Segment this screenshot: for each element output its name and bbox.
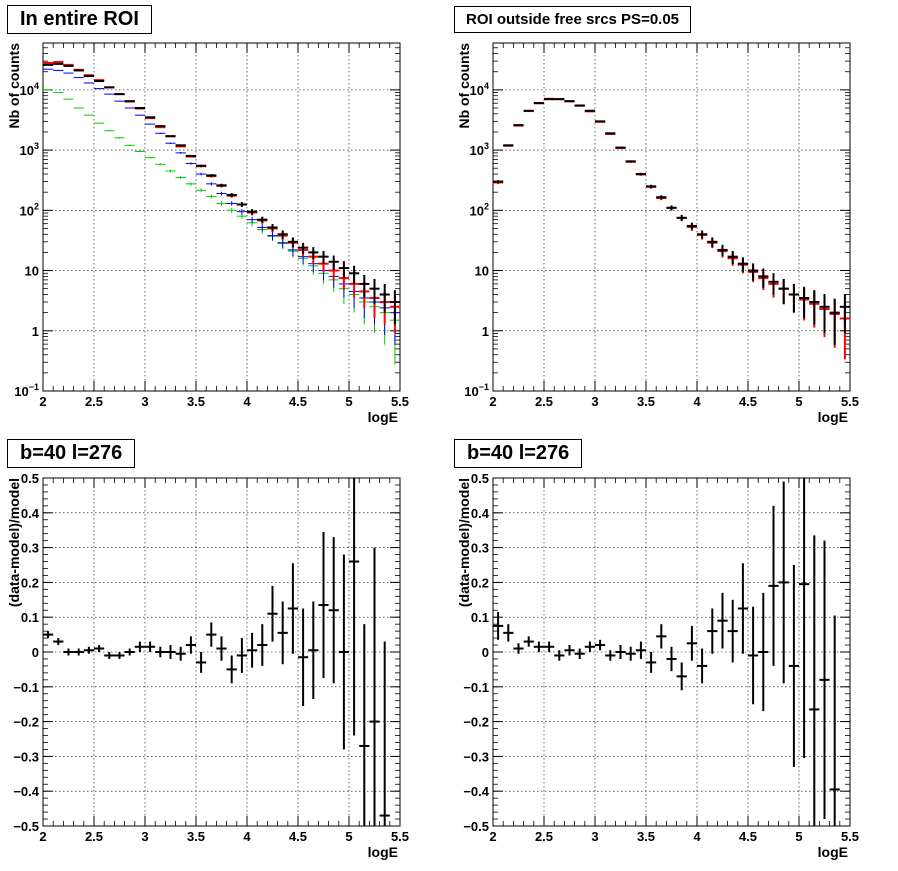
x-tick-label: 4 — [243, 394, 251, 409]
y-tick-label: 104 — [470, 81, 489, 98]
y-tick-label: 102 — [20, 201, 39, 218]
x-tick-label: 3 — [591, 829, 598, 844]
x-tick-label: 5 — [345, 829, 352, 844]
panel-3-title: b=40 l=276 — [7, 439, 136, 468]
x-tick-label: 5.5 — [841, 394, 859, 409]
x-tick-label: 5 — [345, 394, 352, 409]
y-tick-label: 10−1 — [14, 382, 39, 399]
y-axis-title: (data-model)/model — [456, 478, 472, 607]
x-tick-label: 4 — [693, 394, 701, 409]
y-tick-label: −0.3 — [463, 749, 489, 764]
y-tick-label: 102 — [470, 201, 489, 218]
y-tick-label: 0.5 — [21, 471, 39, 486]
x-tick-label: 5.5 — [391, 394, 409, 409]
panel-2: 2 2.5 3 3.5 4 4.5 5 5.5 10−1 1 10 102 103 104 logE Nb o… — [456, 42, 859, 425]
y-tick-label: 104 — [20, 81, 39, 98]
panel-4-title: b=40 l=276 — [454, 439, 583, 468]
y-tick-label: 0.3 — [21, 541, 39, 556]
y-tick-label: 0.1 — [471, 610, 489, 625]
x-tick-label: 2.5 — [535, 394, 553, 409]
y-tick-label: 10−1 — [464, 382, 489, 399]
plot-frame — [492, 42, 851, 392]
y-axis-title: Nb of counts — [6, 43, 22, 129]
x-tick-label: 3.5 — [187, 394, 205, 409]
y-tick-label: −0.5 — [13, 819, 39, 834]
x-tick-label: 5.5 — [841, 829, 859, 844]
x-tick-label: 5 — [795, 394, 802, 409]
x-tick-label: 3.5 — [637, 394, 655, 409]
y-tick-label: 0 — [482, 645, 489, 660]
x-tick-label: 2.5 — [535, 829, 553, 844]
x-tick-label: 3 — [141, 829, 148, 844]
y-axis-title: Nb of counts — [456, 43, 472, 129]
y-tick-label: −0.1 — [463, 680, 489, 695]
panel-3: 2 2.5 3 3.5 4 4.5 5 5.5 −0.5 −0.4 −0.3 −0.2 −0.1 0 0.1… — [6, 471, 409, 860]
y-tick-label: 0.4 — [471, 506, 490, 521]
plot-frame — [42, 42, 401, 392]
x-tick-label: 2.5 — [85, 829, 103, 844]
x-tick-label: 4.5 — [289, 829, 307, 844]
y-tick-label: 0.3 — [471, 541, 489, 556]
x-tick-label: 4 — [693, 829, 701, 844]
x-tick-label: 2 — [489, 829, 496, 844]
panel-1-title: In entire ROI — [7, 5, 152, 34]
x-tick-label: 5 — [795, 829, 802, 844]
x-tick-label: 4.5 — [739, 829, 757, 844]
y-tick-label: 10 — [25, 264, 39, 279]
panel-4: 2 2.5 3 3.5 4 4.5 5 5.5 −0.5 −0.4 −0.3 −0.2 −0.1 0 0.1… — [456, 471, 859, 860]
y-tick-label: −0.3 — [13, 749, 39, 764]
x-axis-title: logE — [368, 844, 398, 860]
x-tick-label: 2 — [39, 394, 46, 409]
y-tick-label: −0.2 — [463, 715, 489, 730]
y-tick-label: −0.4 — [463, 784, 489, 799]
y-tick-label: 103 — [20, 141, 39, 158]
x-axis-title: logE — [818, 844, 848, 860]
x-axis-title: logE — [368, 409, 398, 425]
y-tick-label: 1 — [482, 324, 489, 339]
x-tick-label: 5.5 — [391, 829, 409, 844]
x-tick-label: 3 — [141, 394, 148, 409]
y-tick-label: 0.2 — [471, 575, 489, 590]
panel-2-title: ROI outside free srcs PS=0.05 — [454, 6, 692, 33]
x-tick-label: 4 — [243, 829, 251, 844]
x-tick-label: 3.5 — [637, 829, 655, 844]
y-tick-label: −0.5 — [463, 819, 489, 834]
x-tick-label: 2 — [489, 394, 496, 409]
y-tick-label: 10 — [475, 264, 489, 279]
y-tick-label: 0 — [32, 645, 39, 660]
panel-1: 2 2.5 3 3.5 4 4.5 5 5.5 10−1 1 10 102 103 104 logE Nb o… — [6, 42, 409, 425]
y-tick-label: −0.4 — [13, 784, 39, 799]
y-axis-title: (data-model)/model — [6, 478, 22, 607]
x-axis-title: logE — [818, 409, 848, 425]
x-tick-label: 4.5 — [739, 394, 757, 409]
y-tick-label: 0.4 — [21, 506, 40, 521]
y-tick-label: 0.1 — [21, 610, 39, 625]
x-tick-label: 4.5 — [289, 394, 307, 409]
x-tick-label: 2.5 — [85, 394, 103, 409]
y-tick-label: 1 — [32, 324, 39, 339]
y-tick-label: −0.2 — [13, 715, 39, 730]
y-tick-label: 103 — [470, 141, 489, 158]
x-tick-label: 2 — [39, 829, 46, 844]
y-tick-label: −0.1 — [13, 680, 39, 695]
x-tick-label: 3.5 — [187, 829, 205, 844]
y-tick-label: 0.5 — [471, 471, 489, 486]
x-tick-label: 3 — [591, 394, 598, 409]
y-tick-label: 0.2 — [21, 575, 39, 590]
